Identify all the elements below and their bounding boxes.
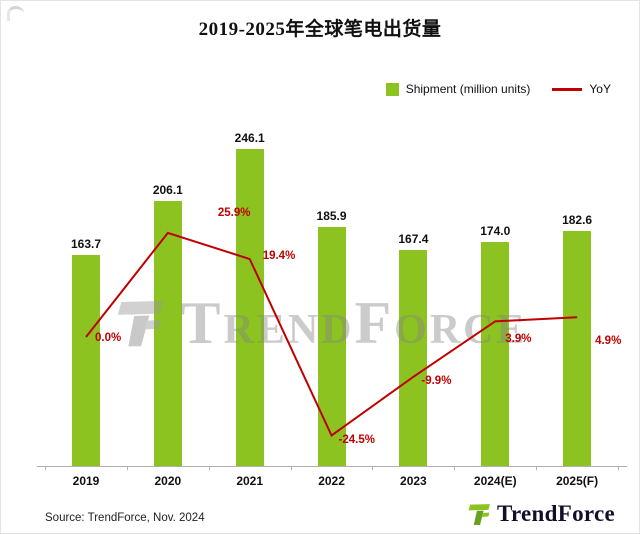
- yoy-value-label: 0.0%: [95, 332, 122, 344]
- bar-2021: [235, 149, 264, 466]
- legend: Shipment (million units) YoY: [385, 82, 611, 96]
- axis-tick: [454, 466, 456, 470]
- corner-artifact: [7, 6, 24, 21]
- bar-2025(F): [563, 230, 592, 466]
- axis-tick: [290, 466, 292, 470]
- x-axis-line: [37, 466, 627, 467]
- legend-yoy-line: [552, 87, 583, 91]
- bar-value-label: 185.9: [316, 208, 347, 223]
- yoy-value-label: -9.9%: [421, 374, 452, 387]
- yoy-value-label: -24.5%: [338, 434, 375, 447]
- bar-value-label: 174.0: [480, 223, 511, 238]
- bar-value-label: 246.1: [234, 131, 265, 146]
- bar-value-label: 167.4: [398, 232, 429, 247]
- x-axis-label: 2021: [236, 474, 264, 488]
- trendforce-logo: TrendForce: [467, 500, 615, 528]
- x-axis-label: 2019: [72, 474, 100, 488]
- legend-yoy-label: YoY: [589, 82, 611, 96]
- trendforce-logo-text: TrendForce: [497, 501, 615, 527]
- axis-tick: [372, 466, 374, 470]
- source-note: Source: TrendForce, Nov. 2024: [45, 512, 205, 524]
- legend-shipment-label: Shipment (million units): [405, 82, 531, 96]
- bar-2020: [153, 200, 182, 466]
- bar-2023: [399, 250, 428, 466]
- yoy-value-label: 25.9%: [217, 206, 251, 219]
- chart-title: 2019-2025年全球笔电出货量: [198, 19, 442, 40]
- x-axis-label: 2022: [318, 474, 345, 488]
- x-axis-label: 2020: [154, 474, 182, 488]
- bar-2019: [72, 255, 100, 466]
- axis-tick: [618, 466, 620, 470]
- bar-value-label: 182.6: [562, 212, 593, 227]
- legend-shipment-swatch: [385, 82, 399, 96]
- bar-value-label: 163.7: [70, 237, 102, 252]
- axis-tick: [208, 466, 210, 470]
- bar-2022: [317, 226, 346, 466]
- yoy-value-label: 3.9%: [505, 333, 532, 346]
- bar-2024(E): [481, 241, 510, 466]
- axis-tick: [536, 466, 538, 470]
- x-axis-label: 2025(F): [556, 474, 599, 488]
- yoy-value-label: 19.4%: [262, 250, 296, 262]
- axis-tick: [126, 466, 128, 470]
- x-axis-label: 2024(E): [473, 474, 517, 488]
- bar-value-label: 206.1: [152, 182, 183, 197]
- yoy-value-label: 4.9%: [595, 335, 622, 348]
- axis-tick: [45, 466, 47, 470]
- trendforce-logo-icon: [468, 504, 490, 526]
- x-axis-label: 2023: [400, 474, 427, 488]
